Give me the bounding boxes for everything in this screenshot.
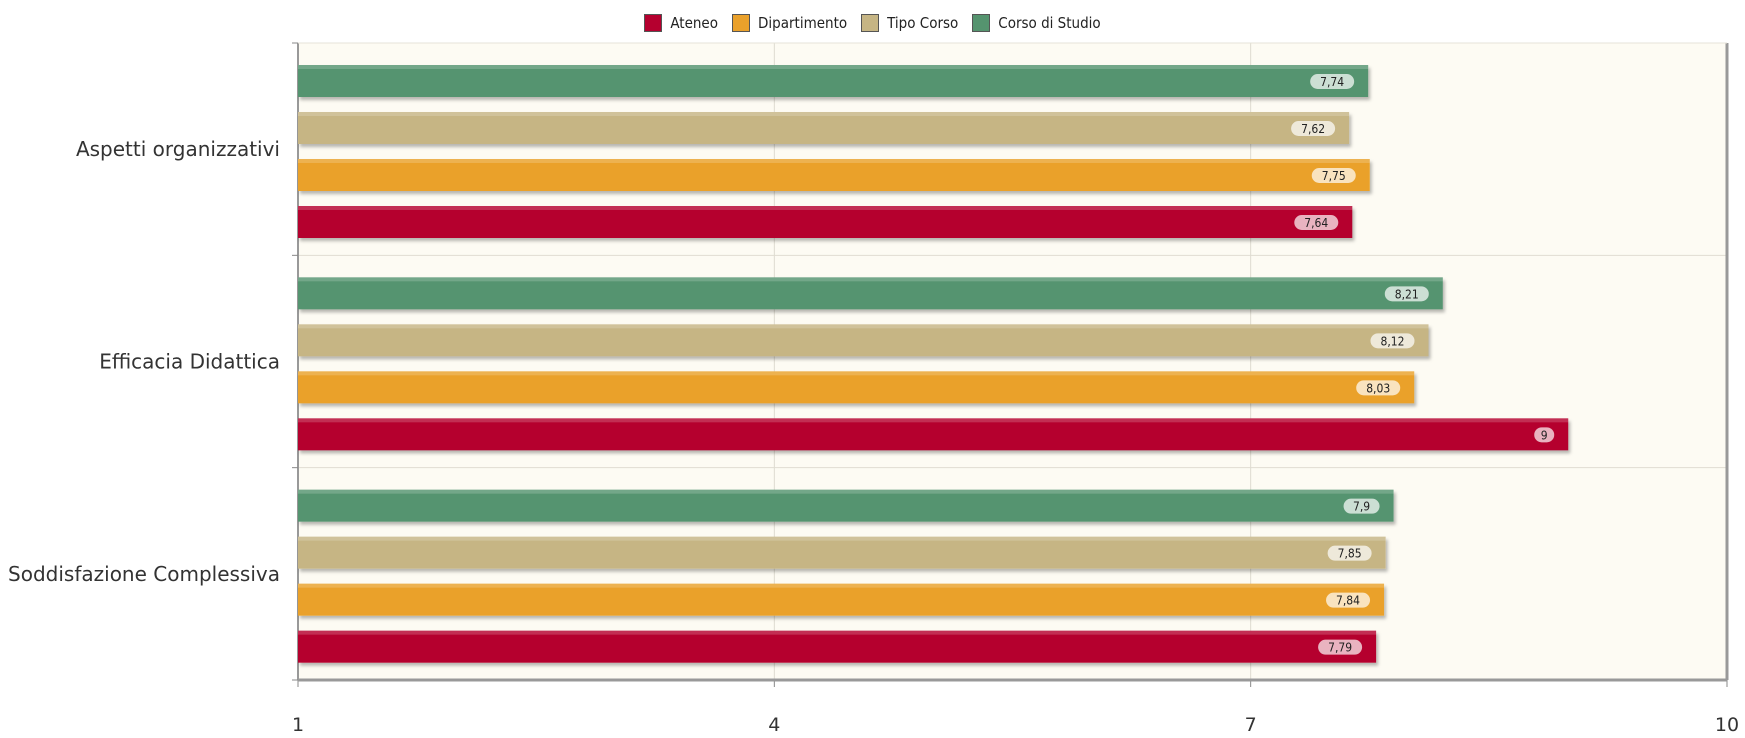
bar	[298, 159, 1370, 191]
legend-label-dipartimento: Dipartimento	[758, 14, 848, 32]
legend-swatch-corso-di-studio	[972, 14, 991, 32]
bar-highlight	[298, 112, 1350, 116]
bar-highlight	[298, 536, 1386, 541]
data-label: 9	[1541, 428, 1548, 442]
bar	[298, 65, 1369, 97]
bar-highlight	[298, 324, 1429, 329]
x-tick-label: 4	[768, 714, 780, 736]
data-label-pill	[1327, 545, 1372, 561]
legend-label-tipo-corso: Tipo Corso	[887, 14, 959, 32]
legend-swatch-dipartimento	[732, 14, 750, 32]
data-label-pill	[1370, 333, 1415, 349]
bar	[298, 489, 1394, 522]
data-label-pill	[1291, 121, 1336, 136]
data-label: 7,62	[1301, 122, 1325, 136]
legend-item-tipo-corso: Tipo Corso	[861, 14, 958, 32]
legend-item-ateneo: Ateneo	[644, 14, 718, 32]
x-tick-label: 10	[1715, 714, 1739, 736]
data-label: 7,75	[1322, 169, 1346, 183]
bar	[298, 418, 1569, 451]
data-label-pill	[1318, 639, 1363, 655]
legend-item-dipartimento: Dipartimento	[732, 14, 847, 32]
bar-highlight	[298, 371, 1415, 376]
data-label-pill	[1384, 286, 1429, 302]
bar	[298, 536, 1386, 569]
data-label-pill	[1534, 427, 1555, 443]
data-label: 8,21	[1395, 287, 1419, 301]
bar	[298, 277, 1443, 310]
data-label: 7,64	[1304, 216, 1328, 230]
bar	[298, 371, 1415, 404]
bar	[298, 583, 1385, 616]
legend-label-corso-di-studio: Corso di Studio	[998, 14, 1101, 32]
data-label: 7,9	[1353, 500, 1370, 514]
category-label: Aspetti organizzativi	[76, 137, 280, 161]
bar-highlight	[298, 159, 1370, 163]
legend-swatch-ateneo	[644, 14, 663, 32]
x-tick-label: 7	[1245, 714, 1257, 736]
data-label: 7,74	[1320, 75, 1344, 89]
category-label: Efficacia Didattica	[99, 350, 280, 374]
data-label-pill	[1294, 215, 1339, 230]
bar-highlight	[298, 583, 1385, 588]
bar	[298, 112, 1350, 144]
bar-highlight	[298, 630, 1377, 635]
data-label: 8,12	[1380, 334, 1404, 348]
data-label-pill	[1311, 168, 1356, 183]
x-tick-label: 1	[292, 714, 304, 736]
data-label-pill	[1326, 592, 1371, 608]
data-label-pill	[1356, 380, 1401, 396]
bar-highlight	[298, 489, 1394, 494]
bar-highlight	[298, 206, 1353, 210]
bar-highlight	[298, 277, 1443, 282]
data-label: 8,03	[1366, 381, 1390, 395]
bar	[298, 206, 1353, 238]
bar	[298, 630, 1377, 663]
legend: Ateneo Dipartimento Tipo Corso Corso di …	[0, 14, 1745, 32]
data-label: 7,79	[1328, 641, 1352, 655]
data-label: 7,85	[1338, 547, 1362, 561]
legend-label-ateneo: Ateneo	[670, 14, 718, 32]
bar-highlight	[298, 65, 1369, 69]
legend-item-corso-di-studio: Corso di Studio	[972, 14, 1101, 32]
legend-swatch-tipo-corso	[861, 14, 880, 32]
plot-background	[298, 43, 1727, 680]
bar	[298, 324, 1429, 357]
data-label-pill	[1310, 74, 1355, 89]
data-label-pill	[1343, 498, 1380, 514]
data-label: 7,84	[1336, 594, 1360, 608]
bar-highlight	[298, 418, 1569, 423]
category-label: Soddisfazione Complessiva	[8, 562, 280, 586]
